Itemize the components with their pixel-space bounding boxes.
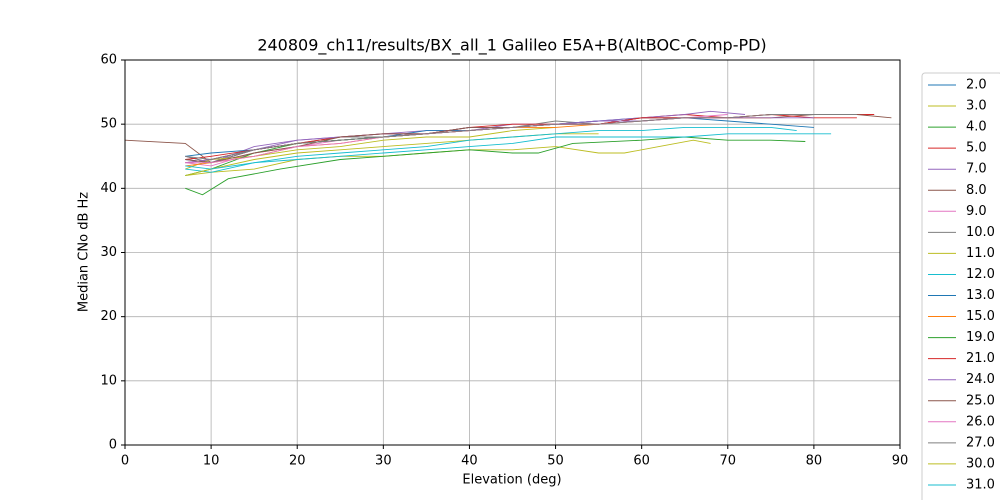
series-line xyxy=(124,114,892,164)
y-tick-label: 50 xyxy=(100,117,117,132)
legend-label: 7.0 xyxy=(966,162,987,177)
y-tick-label: 10 xyxy=(100,373,117,388)
x-tick-label: 90 xyxy=(892,454,909,469)
y-axis-label: Median CNo dB Hz xyxy=(77,192,92,312)
legend-label: 25.0 xyxy=(966,393,995,408)
legend: 2.0 3.0 4.0 5.0 7.0 8.0 9.0 10.0 11.0 12.0 13.0 15.… xyxy=(921,72,1000,500)
legend-label: 3.0 xyxy=(966,99,987,114)
x-tick-label: 0 xyxy=(121,454,129,469)
legend-label: 15.0 xyxy=(966,309,995,324)
x-tick-label: 70 xyxy=(720,454,737,469)
y-tick-label: 0 xyxy=(109,438,117,453)
y-tick-label: 20 xyxy=(100,309,117,324)
x-tick-label: 80 xyxy=(806,454,823,469)
x-tick-label: 60 xyxy=(633,454,650,469)
x-tick-label: 50 xyxy=(547,454,564,469)
legend-label: 31.0 xyxy=(966,477,995,492)
series-line xyxy=(185,114,875,164)
legend-label: 9.0 xyxy=(966,204,987,219)
legend-label: 21.0 xyxy=(966,351,995,366)
y-tick-label: 60 xyxy=(100,53,117,68)
series-line xyxy=(185,114,771,164)
legend-label: 19.0 xyxy=(966,330,995,345)
legend-label: 12.0 xyxy=(966,267,995,282)
legend-label: 11.0 xyxy=(966,246,995,261)
series-line xyxy=(185,114,857,160)
x-tick-label: 10 xyxy=(203,454,220,469)
legend-label: 26.0 xyxy=(966,414,995,429)
legend-label: 5.0 xyxy=(966,141,987,156)
legend-box xyxy=(921,72,1000,500)
y-tick-label: 40 xyxy=(100,181,117,196)
x-tick-label: 30 xyxy=(375,454,392,469)
legend-label: 10.0 xyxy=(966,225,995,240)
series-line xyxy=(185,126,797,170)
series-line xyxy=(185,123,556,164)
plot-frame xyxy=(124,59,901,446)
legend-label: 24.0 xyxy=(966,372,995,387)
legend-label: 8.0 xyxy=(966,183,987,198)
x-tick-label: 40 xyxy=(461,454,478,469)
legend-label: 30.0 xyxy=(966,456,995,471)
legend-label: 4.0 xyxy=(966,120,987,135)
x-tick-label: 20 xyxy=(289,454,306,469)
y-tick-label: 30 xyxy=(100,245,117,260)
x-axis-label: Elevation (deg) xyxy=(462,473,561,488)
chart-title: 240809_ch11/results/BX_all_1 Galileo E5A… xyxy=(257,36,766,56)
series-line xyxy=(185,136,806,196)
legend-label: 27.0 xyxy=(966,435,995,450)
legend-label: 13.0 xyxy=(966,288,995,303)
series-line xyxy=(185,133,832,173)
legend-label: 2.0 xyxy=(966,78,987,93)
